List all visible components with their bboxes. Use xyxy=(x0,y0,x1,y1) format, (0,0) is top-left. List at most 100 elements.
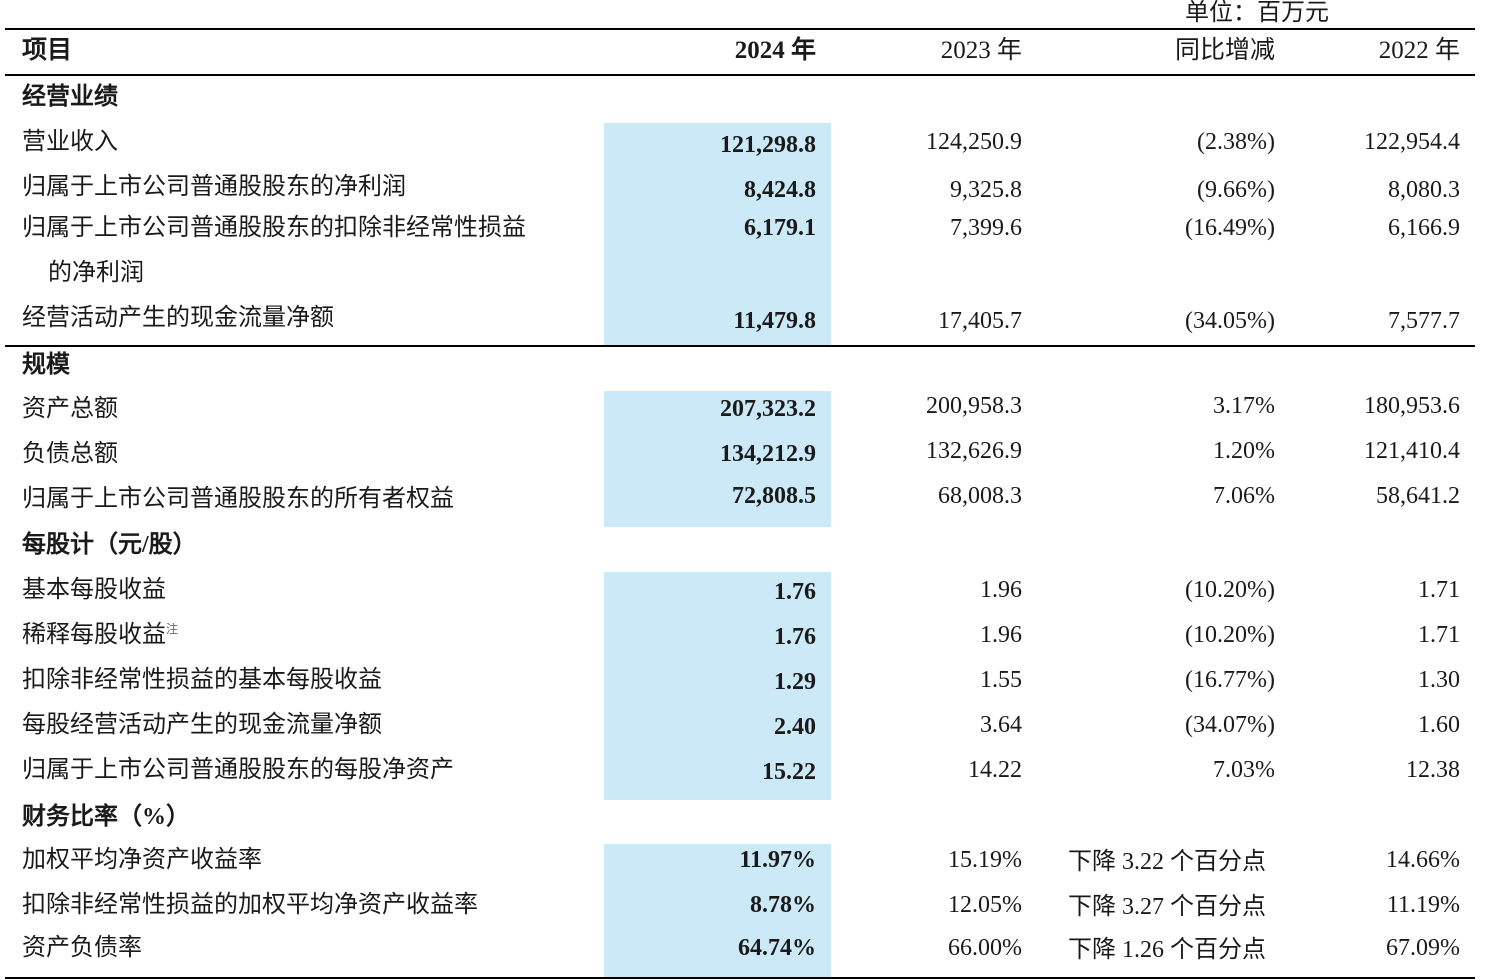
row-label: 资产总额 xyxy=(22,396,118,422)
value-2023: 1.96 xyxy=(980,622,1022,648)
table-row: 扣除非经常性损益的加权平均净资产收益率 8.78% 12.05% 下降 3.27… xyxy=(0,883,1485,928)
value-2024: 64.74% xyxy=(738,935,816,961)
table-row: 稀释每股收益注 1.76 1.96 (10.20%) 1.71 xyxy=(0,613,1485,658)
table-row: 负债总额 134,212.9 132,626.9 1.20% 121,410.4 xyxy=(0,432,1485,477)
value-yoy: 下降 1.26 个百分点 xyxy=(1068,937,1266,963)
value-2022: 122,954.4 xyxy=(1364,129,1460,155)
value-yoy: (9.66%) xyxy=(1197,177,1275,203)
value-2023: 14.22 xyxy=(968,757,1022,783)
value-2023: 68,008.3 xyxy=(938,483,1022,509)
value-2024: 1.29 xyxy=(774,669,816,695)
row-label-text: 稀释每股收益 xyxy=(22,622,166,648)
value-yoy: 下降 3.27 个百分点 xyxy=(1068,894,1266,920)
header-yoy: 同比增减 xyxy=(1174,37,1275,64)
value-2024: 6,179.1 xyxy=(744,215,816,241)
value-2024: 15.22 xyxy=(762,759,816,785)
value-2024: 1.76 xyxy=(774,579,816,605)
table-row: 扣除非经常性损益的基本每股收益 1.29 1.55 (16.77%) 1.30 xyxy=(0,658,1485,703)
footnote-marker: 注 xyxy=(166,622,179,636)
value-2022: 121,410.4 xyxy=(1364,438,1460,464)
value-2023: 7,399.6 xyxy=(950,215,1022,241)
row-label-continued: 的净利润 xyxy=(48,260,144,286)
table-row: 归属于上市公司普通股股东的每股净资产 15.22 14.22 7.03% 12.… xyxy=(0,748,1485,793)
value-yoy: 下降 3.22 个百分点 xyxy=(1068,849,1266,875)
value-2022: 1.71 xyxy=(1418,622,1460,648)
value-yoy: (34.05%) xyxy=(1185,308,1275,334)
row-label: 加权平均净资产收益率 xyxy=(22,847,262,873)
value-2022: 67.09% xyxy=(1386,935,1460,961)
row-label: 归属于上市公司普通股股东的扣除非经常性损益 xyxy=(22,215,526,241)
value-2023: 1.96 xyxy=(980,577,1022,603)
value-2024: 11,479.8 xyxy=(733,308,816,334)
table-row: 经营活动产生的现金流量净额 11,479.8 17,405.7 (34.05%)… xyxy=(0,296,1485,341)
table-header: 项目 2024 年 2023 年 同比增减 2022 年 xyxy=(0,28,1485,73)
value-2024: 2.40 xyxy=(774,714,816,740)
value-yoy: (10.20%) xyxy=(1185,577,1275,603)
rule-top xyxy=(5,28,1475,30)
value-2024: 8,424.8 xyxy=(744,177,816,203)
value-2024: 8.78% xyxy=(750,892,816,918)
value-2023: 12.05% xyxy=(948,892,1022,918)
unit-note: 单位：百万元 xyxy=(1185,0,1329,26)
highlight-2024-per-share xyxy=(604,572,831,800)
table-row: 每股经营活动产生的现金流量净额 2.40 3.64 (34.07%) 1.60 xyxy=(0,703,1485,748)
value-2022: 14.66% xyxy=(1386,847,1460,873)
row-label: 稀释每股收益注 xyxy=(22,613,602,658)
value-2023: 1.55 xyxy=(980,667,1022,693)
value-2024: 134,212.9 xyxy=(720,441,816,467)
row-label: 扣除非经常性损益的基本每股收益 xyxy=(22,667,382,693)
section-title-scale: 规模 xyxy=(22,352,70,378)
value-2024: 1.76 xyxy=(774,624,816,650)
value-yoy: (10.20%) xyxy=(1185,622,1275,648)
row-label: 资产负债率 xyxy=(22,935,142,961)
table-row: 加权平均净资产收益率 11.97% 15.19% 下降 3.22 个百分点 14… xyxy=(0,838,1485,883)
value-yoy: (2.38%) xyxy=(1197,129,1275,155)
value-2022: 180,953.6 xyxy=(1364,393,1460,419)
row-label: 扣除非经常性损益的加权平均净资产收益率 xyxy=(22,892,478,918)
value-2024: 121,298.8 xyxy=(720,132,816,158)
row-label: 每股经营活动产生的现金流量净额 xyxy=(22,712,382,738)
table-row: 归属于上市公司普通股股东的扣除非经常性损益 的净利润 6,179.1 7,399… xyxy=(0,206,1485,296)
value-2023: 132,626.9 xyxy=(926,438,1022,464)
table-row: 归属于上市公司普通股股东的净利润 8,424.8 9,325.8 (9.66%)… xyxy=(0,165,1485,210)
value-yoy: 3.17% xyxy=(1213,393,1275,419)
value-2023: 3.64 xyxy=(980,712,1022,738)
header-2024: 2024 年 xyxy=(734,37,816,64)
table-row: 资产总额 207,323.2 200,958.3 3.17% 180,953.6 xyxy=(0,387,1485,432)
row-label: 基本每股收益 xyxy=(22,577,166,603)
value-2023: 9,325.8 xyxy=(950,177,1022,203)
header-2023: 2023 年 xyxy=(940,37,1022,64)
section-title-operating: 经营业绩 xyxy=(22,84,118,110)
value-yoy: 7.03% xyxy=(1213,757,1275,783)
value-2022: 8,080.3 xyxy=(1388,177,1460,203)
rule-bottom xyxy=(5,977,1475,979)
table-row: 归属于上市公司普通股股东的所有者权益 72,808.5 68,008.3 7.0… xyxy=(0,477,1485,522)
row-label: 经营活动产生的现金流量净额 xyxy=(22,305,334,331)
row-label: 归属于上市公司普通股股东的净利润 xyxy=(22,174,406,200)
section-title-per-share: 每股计（元/股） xyxy=(22,532,197,558)
header-2022: 2022 年 xyxy=(1378,37,1460,64)
value-yoy: 1.20% xyxy=(1213,438,1275,464)
value-2024: 11.97% xyxy=(739,847,816,873)
table-row: 基本每股收益 1.76 1.96 (10.20%) 1.71 xyxy=(0,568,1485,613)
value-yoy: (34.07%) xyxy=(1185,712,1275,738)
value-2023: 15.19% xyxy=(948,847,1022,873)
value-2023: 17,405.7 xyxy=(938,308,1022,334)
value-2022: 58,641.2 xyxy=(1376,483,1460,509)
value-2022: 7,577.7 xyxy=(1388,308,1460,334)
header-item: 项目 xyxy=(22,37,73,64)
highlight-2024-operating xyxy=(604,123,831,345)
value-2022: 1.30 xyxy=(1418,667,1460,693)
row-label: 归属于上市公司普通股股东的所有者权益 xyxy=(22,486,454,512)
value-2022: 12.38 xyxy=(1406,757,1460,783)
value-2024: 207,323.2 xyxy=(720,396,816,422)
table-row: 营业收入 121,298.8 124,250.9 (2.38%) 122,954… xyxy=(0,120,1485,165)
rule-header-bottom xyxy=(5,74,1475,76)
value-2023: 124,250.9 xyxy=(926,129,1022,155)
value-2023: 66.00% xyxy=(948,935,1022,961)
value-2022: 1.71 xyxy=(1418,577,1460,603)
row-label: 负债总额 xyxy=(22,441,118,467)
highlight-2024-scale xyxy=(604,391,831,527)
value-yoy: 7.06% xyxy=(1213,483,1275,509)
highlight-2024-ratios xyxy=(604,844,831,978)
